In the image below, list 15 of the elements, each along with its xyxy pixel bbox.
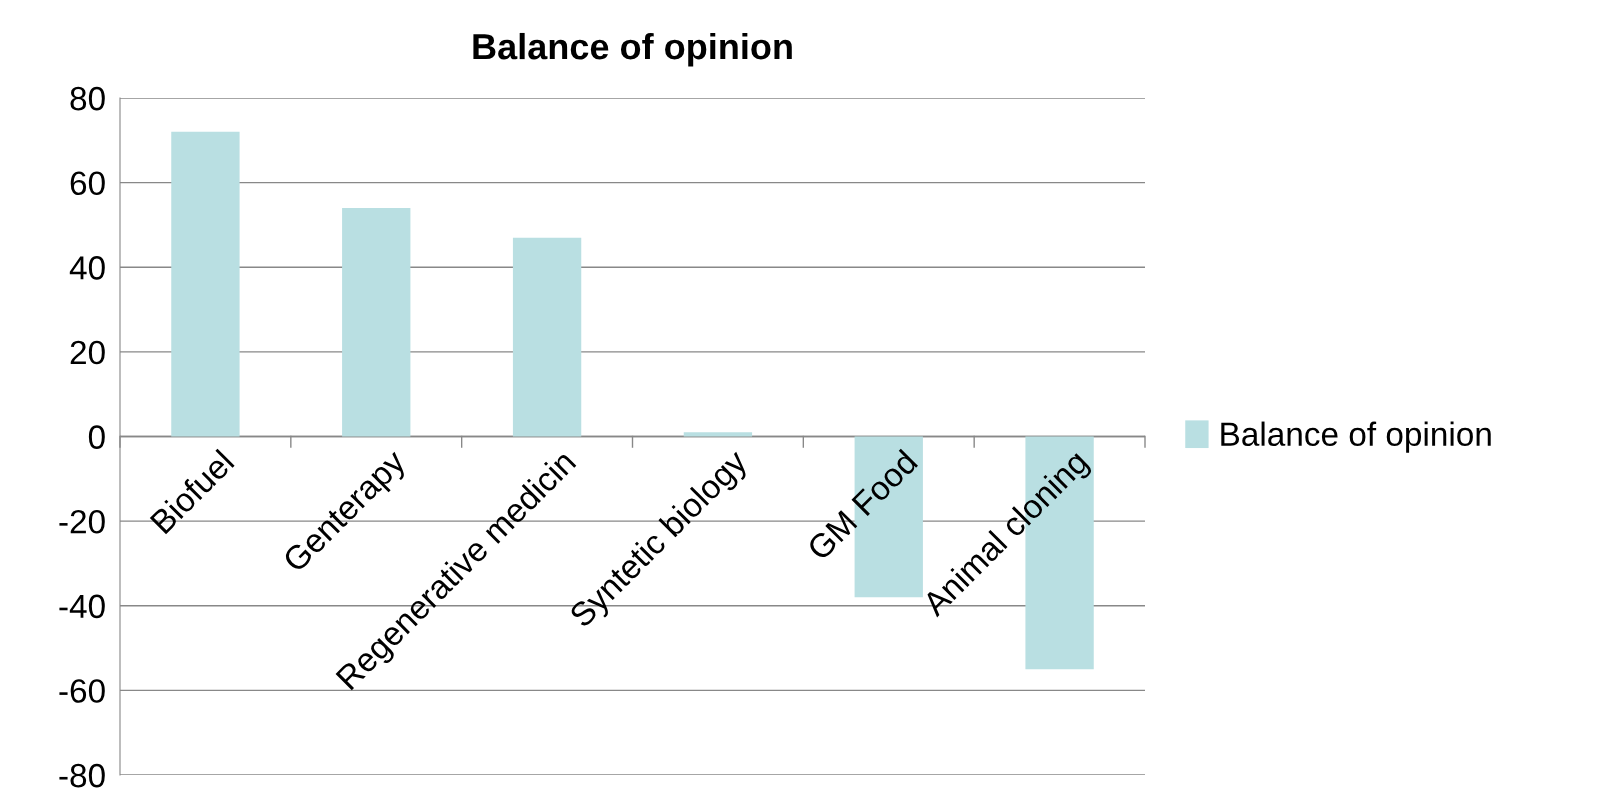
y-tick-label: 60 (70, 171, 105, 196)
y-tick-label: 80 (70, 86, 105, 111)
y-tick-label: -60 (59, 679, 105, 703)
y-tick-label: -80 (59, 763, 105, 788)
y-tick-label: 0 (88, 425, 105, 449)
y-tick-label: 40 (69, 256, 105, 280)
bar (171, 131, 240, 437)
chart-title: Balance of opinion (473, 32, 792, 67)
bar (512, 237, 582, 437)
bar (683, 432, 753, 437)
y-tick-label: -40 (59, 594, 105, 619)
legend-label: Balance of opinion (1221, 421, 1491, 453)
y-tick-label: 20 (70, 340, 105, 365)
y-tick-label: -20 (59, 509, 105, 534)
bar (342, 208, 411, 437)
